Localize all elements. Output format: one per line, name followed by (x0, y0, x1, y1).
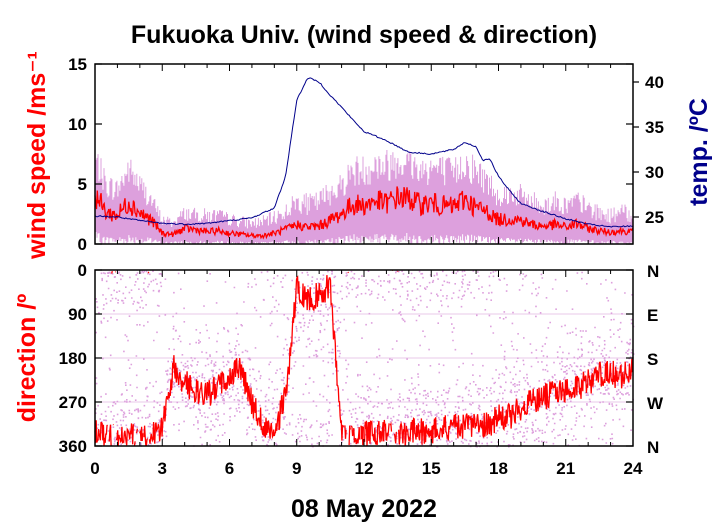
compass-tick-label: S (647, 350, 658, 369)
direction-mean-layer (94, 269, 634, 446)
x-tick-label: 6 (225, 459, 234, 478)
x-tick-label: 9 (292, 459, 301, 478)
wind-speed-mean-line (94, 186, 634, 240)
chart-title: Fukuoka Univ. (wind speed & direction) (131, 21, 597, 49)
direction-y-tick-label: 270 (59, 393, 87, 412)
compass-tick-label: W (647, 394, 664, 413)
direction-panel: 0 N 90 E 180 S 270 W 360 N 0 3 6 9 12 15 18 21 24 (59, 261, 664, 478)
x-tick-label: 0 (90, 459, 99, 478)
compass-tick-label: E (647, 306, 658, 325)
temp-y-tick-label: 35 (645, 118, 664, 137)
speed-panel: 0 5 10 15 25 30 35 40 (68, 55, 664, 254)
direction-raw-layer (95, 270, 635, 448)
temperature-layer (94, 77, 634, 228)
direction-mean-line (94, 269, 634, 446)
temp-y-tick-label: 25 (645, 208, 664, 227)
direction-grid (95, 313, 633, 403)
wind-speed-mean-layer (94, 186, 634, 240)
speed-panel-axes: 0 5 10 15 25 30 35 40 (68, 55, 664, 254)
x-tick-label: 18 (489, 459, 508, 478)
compass-tick-label: N (647, 262, 659, 281)
compass-tick-label: N (647, 438, 659, 457)
speed-y-tick-label: 0 (78, 235, 87, 254)
x-tick-label: 21 (556, 459, 575, 478)
direction-y-tick-label: 0 (78, 261, 87, 280)
direction-y-tick-label: 180 (59, 349, 87, 368)
direction-y-tick-label: 360 (59, 437, 87, 456)
x-tick-label: 24 (624, 459, 643, 478)
temperature-axis-label: temp. /ºC (685, 98, 713, 206)
temp-y-tick-label: 30 (645, 163, 664, 182)
direction-axis-label: direction /º (13, 294, 41, 423)
x-tick-label: 12 (355, 459, 374, 478)
x-tick-label: 3 (158, 459, 167, 478)
wind-speed-axis-label: wind speed /ms⁻¹ (23, 51, 51, 260)
direction-panel-axes: 0 N 90 E 180 S 270 W 360 N 0 3 6 9 12 15 18 21 24 (59, 261, 664, 478)
x-axis-date-label: 08 May 2022 (291, 495, 437, 523)
speed-y-tick-label: 15 (68, 55, 87, 74)
direction-raw-dots (95, 270, 635, 448)
temperature-line (94, 77, 634, 228)
speed-y-tick-label: 5 (78, 175, 87, 194)
direction-y-tick-label: 90 (68, 305, 87, 324)
temp-y-tick-label: 40 (645, 73, 664, 92)
x-tick-label: 15 (422, 459, 441, 478)
speed-y-tick-label: 10 (68, 115, 87, 134)
